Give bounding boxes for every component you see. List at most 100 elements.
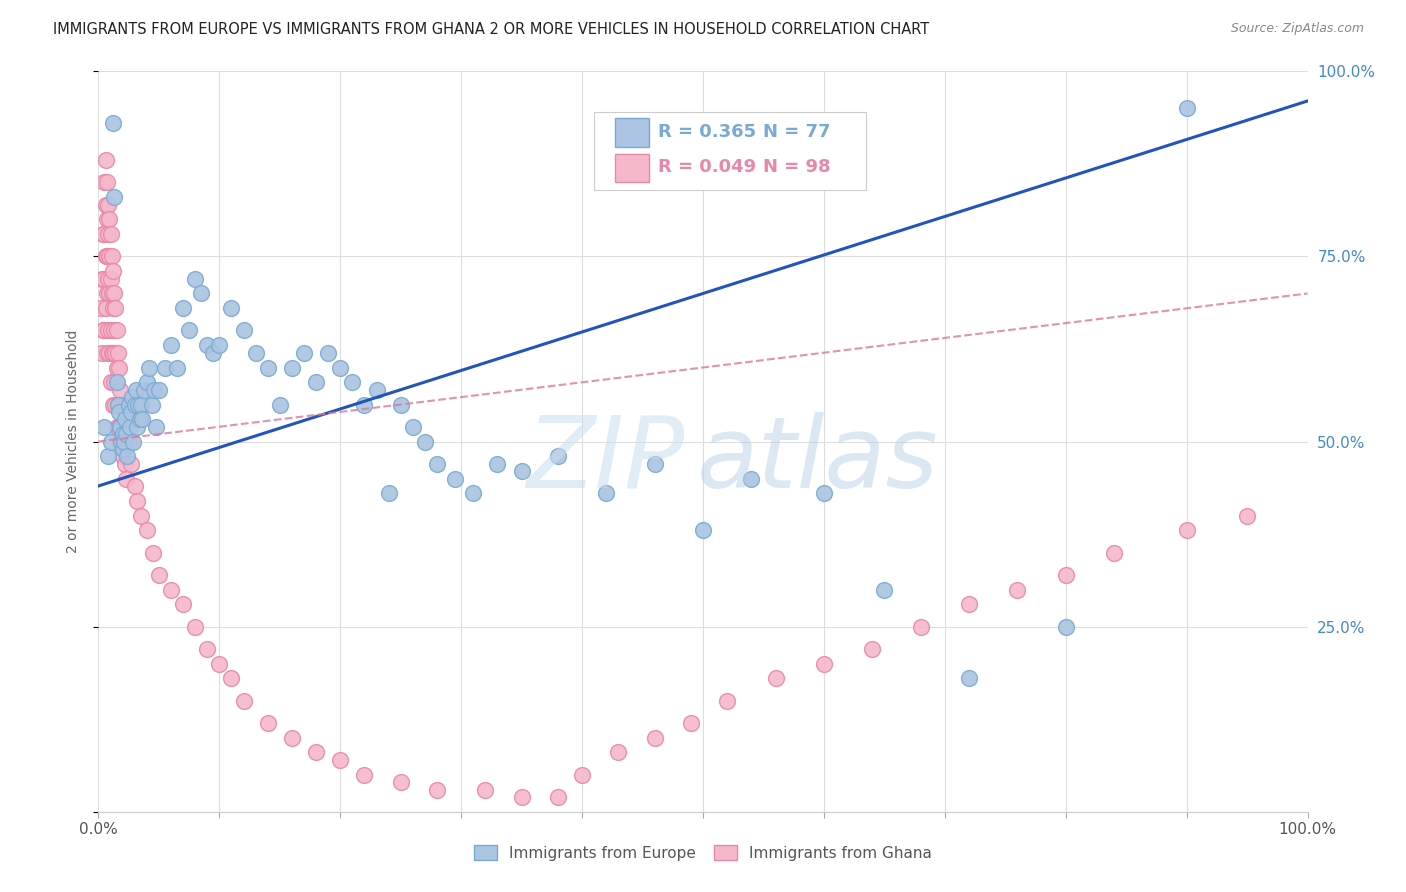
- Point: [148, 567, 170, 582]
- Legend: Immigrants from Europe, Immigrants from Ghana: Immigrants from Europe, Immigrants from …: [468, 839, 938, 867]
- Point: [329, 360, 352, 375]
- Point: [97, 227, 120, 242]
- Point: [112, 434, 135, 449]
- Point: [141, 398, 163, 412]
- Point: [129, 398, 152, 412]
- FancyBboxPatch shape: [614, 153, 648, 182]
- Point: [103, 324, 125, 338]
- Point: [245, 345, 267, 359]
- Point: [110, 419, 132, 434]
- Point: [114, 412, 136, 426]
- Point: [100, 227, 122, 242]
- Point: [94, 197, 117, 211]
- Point: [138, 360, 160, 375]
- Point: [160, 582, 183, 597]
- Point: [153, 360, 176, 375]
- Point: [128, 412, 150, 426]
- Point: [104, 345, 127, 359]
- Point: [101, 301, 124, 316]
- Point: [108, 434, 131, 449]
- Point: [107, 398, 129, 412]
- Point: [108, 419, 131, 434]
- Point: [765, 672, 787, 686]
- Point: [644, 731, 666, 745]
- Point: [366, 383, 388, 397]
- Point: [105, 360, 128, 375]
- Point: [1102, 546, 1125, 560]
- Point: [184, 271, 207, 285]
- Point: [96, 286, 118, 301]
- Point: [98, 345, 121, 359]
- Point: [232, 324, 254, 338]
- Point: [873, 582, 896, 597]
- Point: [127, 419, 149, 434]
- Text: N = 77: N = 77: [763, 123, 831, 141]
- Point: [110, 434, 132, 449]
- Point: [108, 405, 131, 419]
- Point: [93, 324, 115, 338]
- Point: [108, 360, 131, 375]
- Point: [316, 345, 339, 359]
- Point: [121, 390, 143, 404]
- Point: [105, 419, 128, 434]
- Point: [100, 376, 122, 390]
- Point: [716, 694, 738, 708]
- Point: [160, 338, 183, 352]
- Point: [413, 434, 436, 449]
- Point: [221, 672, 243, 686]
- Text: R = 0.049: R = 0.049: [658, 158, 756, 176]
- Point: [127, 398, 149, 412]
- Point: [692, 524, 714, 538]
- Point: [127, 493, 149, 508]
- Point: [510, 789, 533, 804]
- Text: Source: ZipAtlas.com: Source: ZipAtlas.com: [1230, 22, 1364, 36]
- Text: IMMIGRANTS FROM EUROPE VS IMMIGRANTS FROM GHANA 2 OR MORE VEHICLES IN HOUSEHOLD : IMMIGRANTS FROM EUROPE VS IMMIGRANTS FRO…: [53, 22, 929, 37]
- Point: [122, 434, 145, 449]
- Point: [93, 227, 115, 242]
- Point: [486, 457, 509, 471]
- Point: [221, 301, 243, 316]
- Point: [510, 464, 533, 478]
- Point: [957, 672, 980, 686]
- Point: [813, 657, 835, 671]
- Point: [190, 286, 212, 301]
- Point: [101, 116, 124, 130]
- Point: [463, 486, 485, 500]
- Point: [90, 301, 112, 316]
- Point: [910, 619, 932, 633]
- Point: [100, 345, 122, 359]
- Text: N = 98: N = 98: [763, 158, 831, 176]
- Point: [444, 471, 467, 485]
- Point: [142, 546, 165, 560]
- Point: [91, 324, 114, 338]
- Point: [131, 412, 153, 426]
- Point: [103, 376, 125, 390]
- Point: [860, 641, 883, 656]
- Point: [100, 286, 122, 301]
- Point: [166, 360, 188, 375]
- Point: [135, 376, 157, 390]
- Point: [389, 775, 412, 789]
- Point: [105, 376, 128, 390]
- FancyBboxPatch shape: [614, 119, 648, 146]
- Point: [91, 271, 114, 285]
- Point: [256, 360, 278, 375]
- Point: [474, 782, 496, 797]
- Point: [292, 345, 315, 359]
- Point: [103, 286, 125, 301]
- FancyBboxPatch shape: [595, 112, 866, 190]
- Point: [679, 715, 702, 730]
- Point: [145, 419, 167, 434]
- Point: [97, 271, 120, 285]
- Point: [100, 324, 122, 338]
- Point: [111, 442, 134, 456]
- Point: [104, 398, 127, 412]
- Point: [115, 427, 138, 442]
- Point: [96, 345, 118, 359]
- Point: [644, 457, 666, 471]
- Point: [120, 405, 142, 419]
- Point: [107, 398, 129, 412]
- Point: [281, 360, 304, 375]
- Point: [98, 250, 121, 264]
- Point: [112, 434, 135, 449]
